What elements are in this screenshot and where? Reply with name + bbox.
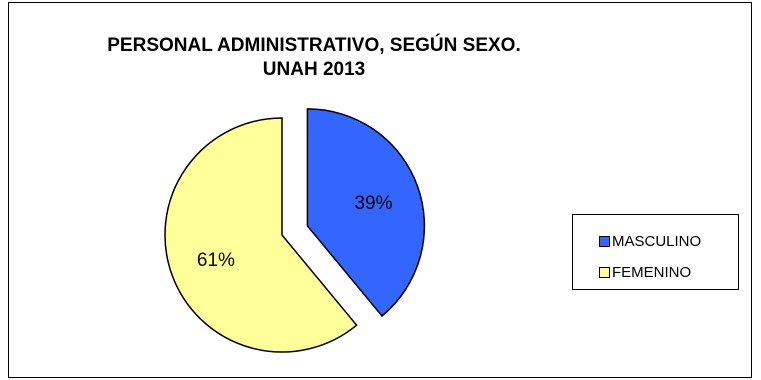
pie-slice-masculino [306, 108, 426, 318]
legend-swatch-masculino [599, 235, 610, 247]
chart-frame: PERSONAL ADMINISTRATIVO, SEGÚN SEXO. UNA… [8, 2, 752, 378]
legend: MASCULINO FEMENINO [572, 214, 739, 290]
pie-label-femenino: 61% [197, 250, 235, 271]
pie-chart: 39% 61% [164, 108, 426, 353]
legend-label-masculino: MASCULINO [612, 232, 702, 250]
pie-slice-femenino [164, 117, 358, 353]
chart-title-line-1: PERSONAL ADMINISTRATIVO, SEGÚN SEXO. [107, 35, 521, 56]
legend-item-masculino: MASCULINO [599, 232, 701, 250]
chart-title-line-2: UNAH 2013 [262, 59, 366, 80]
pie-slices [164, 108, 426, 353]
legend-label-femenino: FEMENINO [612, 263, 692, 281]
legend-item-femenino: FEMENINO [599, 263, 691, 281]
legend-swatch-femenino [599, 266, 610, 278]
pie-label-masculino: 39% [354, 193, 392, 214]
pie-labels: 39% 61% [197, 193, 393, 271]
chart-title: PERSONAL ADMINISTRATIVO, SEGÚN SEXO. UNA… [9, 34, 619, 82]
